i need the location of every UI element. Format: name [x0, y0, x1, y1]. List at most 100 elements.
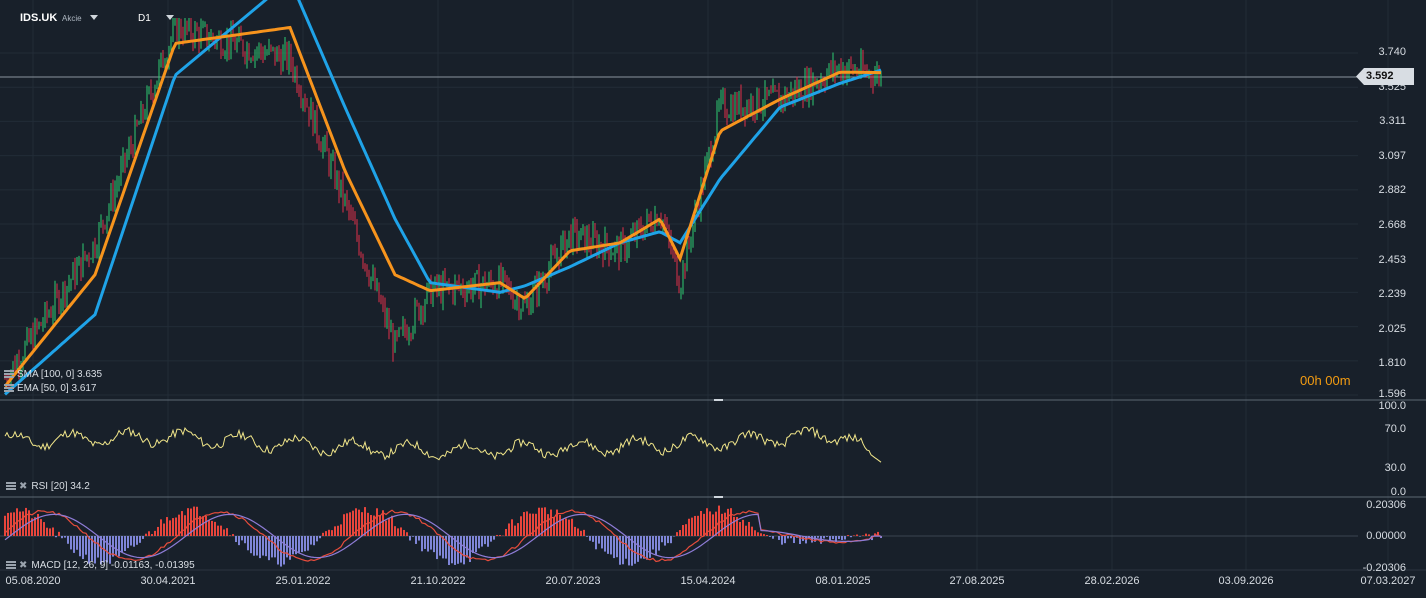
macd-hist-pos — [328, 529, 330, 536]
macd-hist-neg — [454, 536, 456, 565]
macd-hist-neg — [244, 536, 246, 544]
macd-hist-pos — [397, 528, 399, 536]
macd-hist-pos — [856, 534, 858, 536]
macd-hist-neg — [457, 536, 459, 564]
macd-hist-neg — [106, 536, 108, 563]
macd-hist-neg — [277, 536, 279, 565]
macd-hist-pos — [214, 521, 216, 536]
macd-hist-pos — [685, 524, 687, 536]
macd-hist-neg — [484, 536, 486, 545]
macd-hist-neg — [238, 536, 240, 546]
macd-hist-pos — [28, 510, 30, 536]
settings-icon[interactable] — [6, 482, 16, 491]
macd-hist-neg — [652, 536, 654, 550]
macd-hist-pos — [49, 528, 51, 536]
rsi-legend-text: RSI [20] 34.2 — [31, 481, 90, 492]
close-icon[interactable]: ✖ — [19, 560, 28, 571]
macd-hist-neg — [133, 536, 135, 547]
pane-resize-handle[interactable] — [714, 496, 723, 498]
time-tick: 05.08.2020 — [5, 575, 61, 587]
macd-hist-neg — [241, 536, 243, 541]
time-tick: 20.07.2023 — [545, 575, 601, 587]
macd-hist-neg — [592, 536, 594, 542]
legend-rsi[interactable]: ✖ RSI [20] 34.2 — [6, 481, 90, 492]
pane-resize-handle[interactable] — [714, 399, 723, 401]
macd-hist-pos — [532, 513, 534, 536]
legend-macd[interactable]: ✖ MACD [12, 26, 9] -0.01163, -0.01395 — [6, 560, 195, 571]
sma-legend-text: SMA [100, 0] 3.635 — [17, 369, 103, 380]
macd-hist-pos — [391, 515, 393, 536]
macd-hist-neg — [424, 536, 426, 549]
macd-hist-pos — [574, 526, 576, 536]
macd-hist-neg — [826, 536, 828, 537]
macd-hist-pos — [37, 513, 39, 536]
time-tick: 07.03.2027 — [1360, 575, 1416, 587]
macd-hist-neg — [316, 536, 318, 542]
macd-hist-neg — [643, 536, 645, 559]
macd-hist-pos — [175, 517, 177, 536]
macd-hist-pos — [682, 525, 684, 536]
macd-hist-neg — [811, 536, 813, 543]
timeframe-dropdown-icon[interactable] — [166, 15, 174, 20]
macd-hist-neg — [646, 536, 648, 560]
settings-icon[interactable] — [4, 370, 14, 379]
macd-hist-neg — [634, 536, 636, 564]
timeframe-label[interactable]: D1 — [138, 13, 151, 24]
macd-tick: 0.20306 — [1366, 499, 1406, 511]
macd-hist-neg — [439, 536, 441, 556]
settings-icon[interactable] — [6, 561, 16, 570]
macd-hist-neg — [769, 536, 771, 537]
macd-hist-neg — [601, 536, 603, 549]
macd-hist-neg — [625, 536, 627, 559]
legend-ema[interactable]: EMA [50, 0] 3.617 — [4, 383, 97, 394]
macd-hist-neg — [421, 536, 423, 552]
macd-hist-pos — [217, 525, 219, 536]
macd-hist-pos — [526, 511, 528, 536]
macd-hist-pos — [748, 521, 750, 536]
macd-hist-neg — [817, 536, 819, 538]
macd-hist-neg — [778, 536, 780, 540]
macd-hist-neg — [859, 536, 861, 537]
macd-hist-pos — [580, 530, 582, 536]
time-tick: 27.08.2025 — [949, 575, 1005, 587]
macd-hist-pos — [538, 507, 540, 536]
macd-hist-neg — [256, 536, 258, 556]
symbol-label[interactable]: IDS.UK — [20, 12, 58, 24]
sma-line — [3, 0, 882, 396]
macd-hist-pos — [520, 516, 522, 536]
macd-hist-neg — [298, 536, 300, 553]
settings-icon[interactable] — [4, 384, 14, 393]
macd-hist-neg — [619, 536, 621, 565]
macd-hist-pos — [169, 520, 171, 536]
macd-hist-pos — [505, 528, 507, 536]
close-icon[interactable]: ✖ — [19, 481, 28, 492]
macd-hist-neg — [493, 536, 495, 540]
symbol-dropdown-icon[interactable] — [90, 15, 98, 20]
macd-hist-pos — [376, 508, 378, 536]
signal-line — [4, 513, 881, 559]
macd-hist-pos — [58, 531, 60, 536]
price-tick: 2.239 — [1378, 288, 1406, 300]
macd-hist-pos — [523, 512, 525, 536]
macd-hist-pos — [721, 513, 723, 536]
macd-hist-neg — [262, 536, 264, 556]
macd-hist-pos — [145, 533, 147, 536]
macd-hist-neg — [469, 536, 471, 563]
macd-hist-neg — [109, 536, 111, 564]
macd-hist-pos — [742, 519, 744, 536]
macd-hist-neg — [79, 536, 81, 557]
macd-hist-pos — [46, 527, 48, 536]
macd-hist-pos — [10, 512, 12, 536]
macd-hist-neg — [142, 536, 144, 539]
macd-hist-pos — [388, 517, 390, 536]
macd-hist-neg — [139, 536, 141, 543]
macd-hist-pos — [208, 520, 210, 536]
macd-hist-neg — [649, 536, 651, 558]
macd-hist-neg — [475, 536, 477, 553]
macd-hist-pos — [178, 514, 180, 536]
macd-hist-pos — [676, 532, 678, 536]
macd-hist-neg — [448, 536, 450, 566]
macd-hist-pos — [202, 516, 204, 536]
legend-sma[interactable]: SMA [100, 0] 3.635 — [4, 369, 102, 380]
